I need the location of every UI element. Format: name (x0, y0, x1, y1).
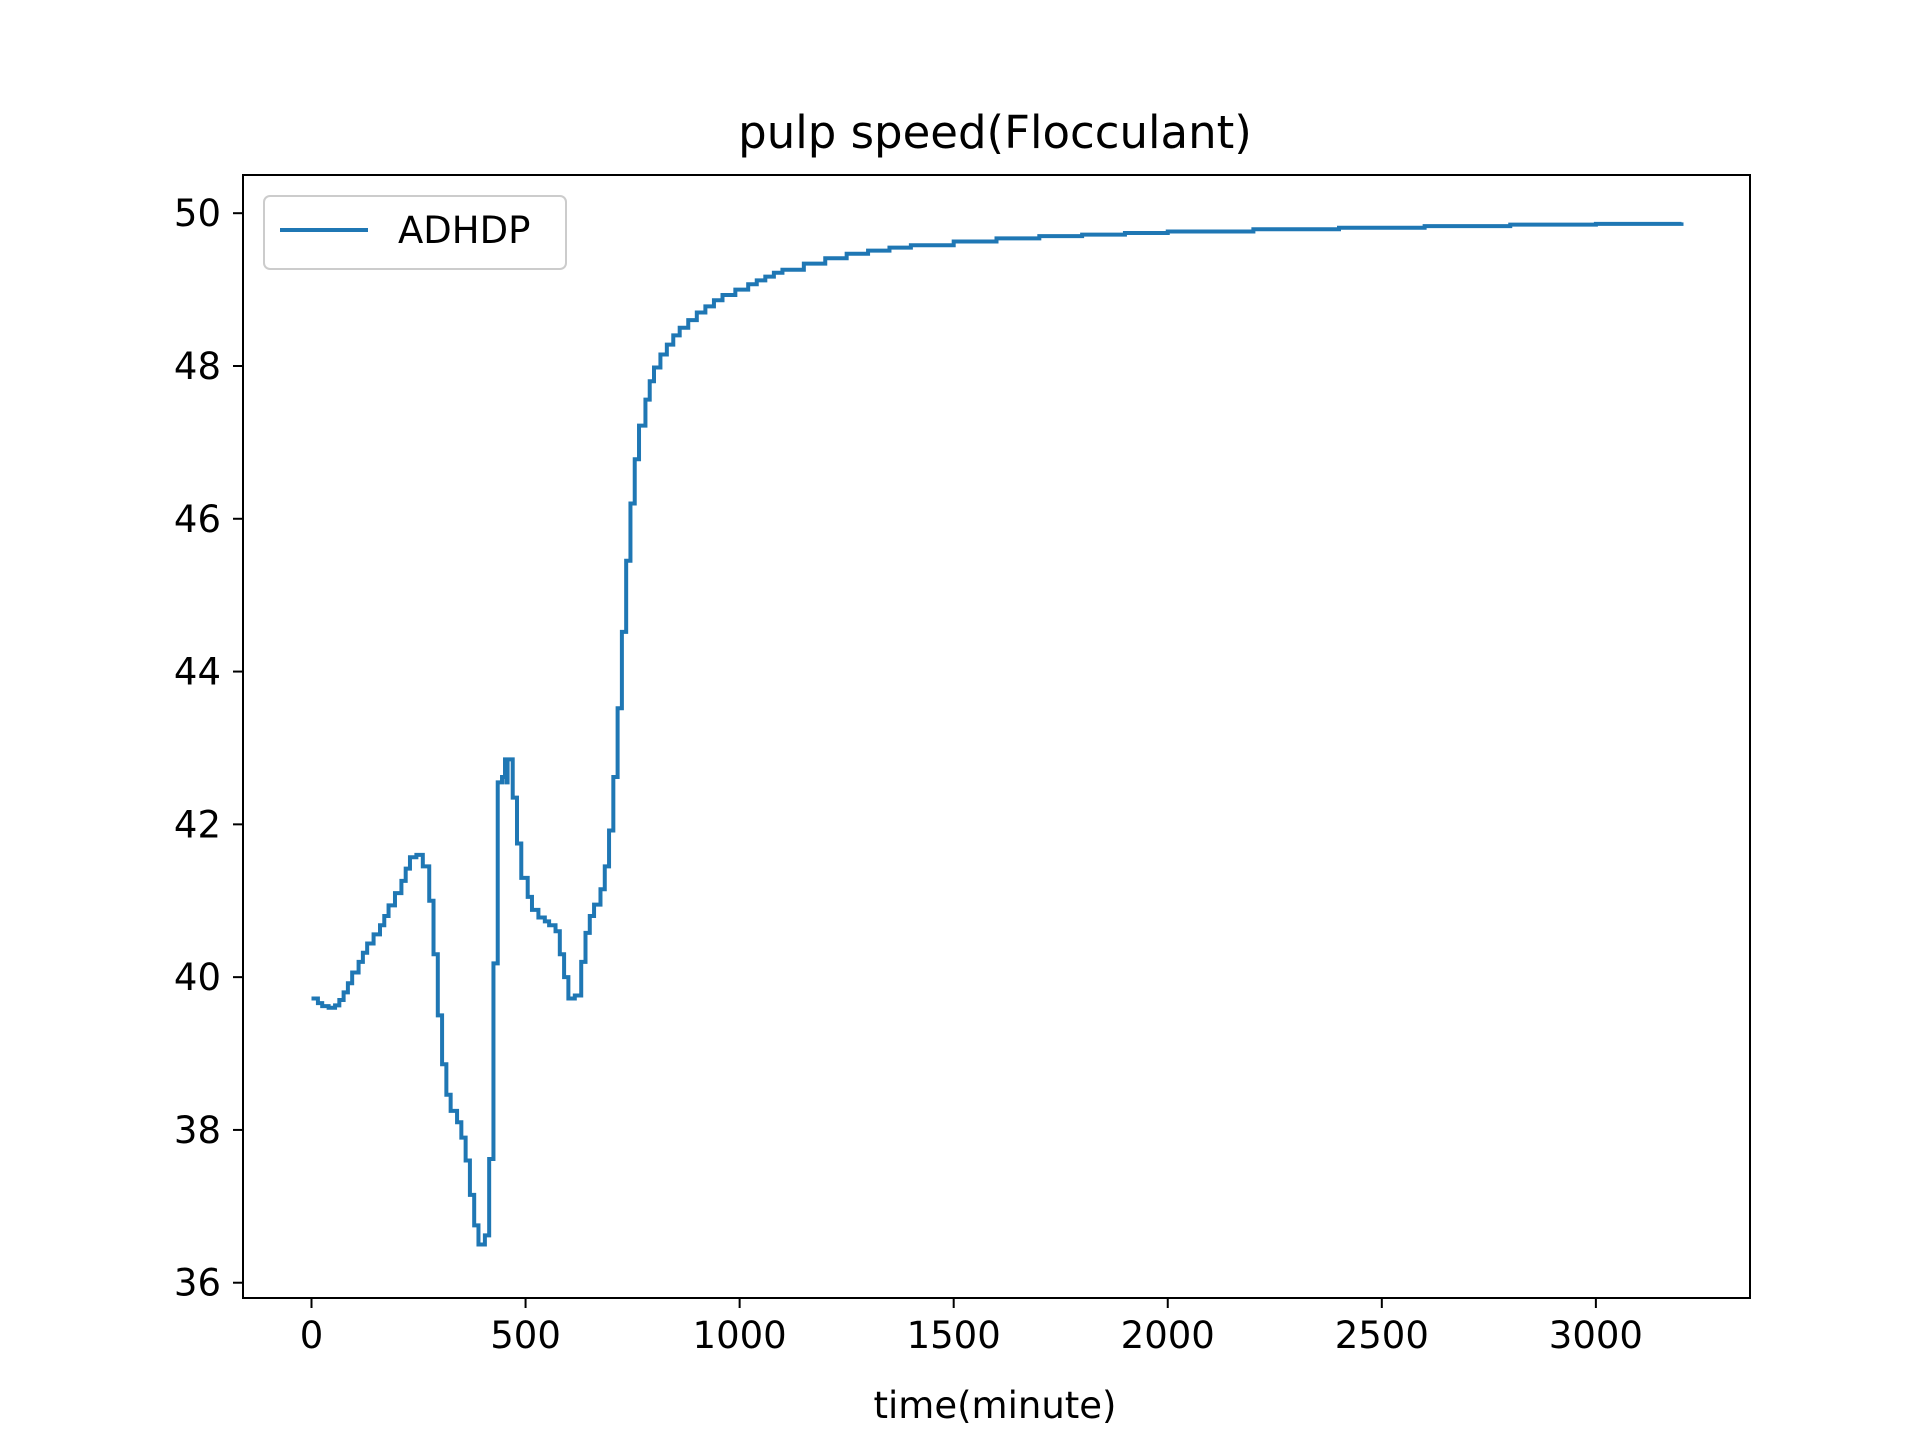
chart-title: pulp speed(Flocculant) (738, 106, 1252, 159)
x-tick-label-1000: 1000 (693, 1314, 787, 1357)
legend: ADHDP (263, 195, 567, 270)
y-tick-label-46: 46 (174, 498, 221, 541)
x-tick-label-3000: 3000 (1549, 1314, 1643, 1357)
y-tick-label-50: 50 (174, 192, 221, 235)
y-tick-label-38: 38 (174, 1109, 221, 1152)
plot-frame (242, 174, 1751, 1299)
x-axis: 0 500 1000 1500 2000 2500 3000 (300, 1298, 1643, 1357)
legend-label-adhdp: ADHDP (398, 209, 530, 252)
y-tick-label-44: 44 (174, 651, 221, 694)
legend-box (263, 195, 567, 270)
x-tick-label-500: 500 (490, 1314, 561, 1357)
x-axis-title: time(minute) (874, 1384, 1117, 1427)
x-tick-label-0: 0 (300, 1314, 324, 1357)
y-tick-label-36: 36 (174, 1262, 221, 1305)
plot-area (242, 174, 1751, 1299)
x-tick-label-1500: 1500 (907, 1314, 1001, 1357)
y-tick-label-48: 48 (174, 345, 221, 388)
y-axis: 36 38 40 42 44 46 48 50 (174, 192, 243, 1305)
y-tick-label-40: 40 (174, 956, 221, 999)
x-tick-label-2000: 2000 (1121, 1314, 1215, 1357)
y-tick-label-42: 42 (174, 803, 221, 846)
series-line-adhdp (311, 221, 1684, 1247)
plot-background (243, 175, 1750, 1298)
x-tick-label-2500: 2500 (1335, 1314, 1429, 1357)
series-layer (311, 221, 1684, 1247)
